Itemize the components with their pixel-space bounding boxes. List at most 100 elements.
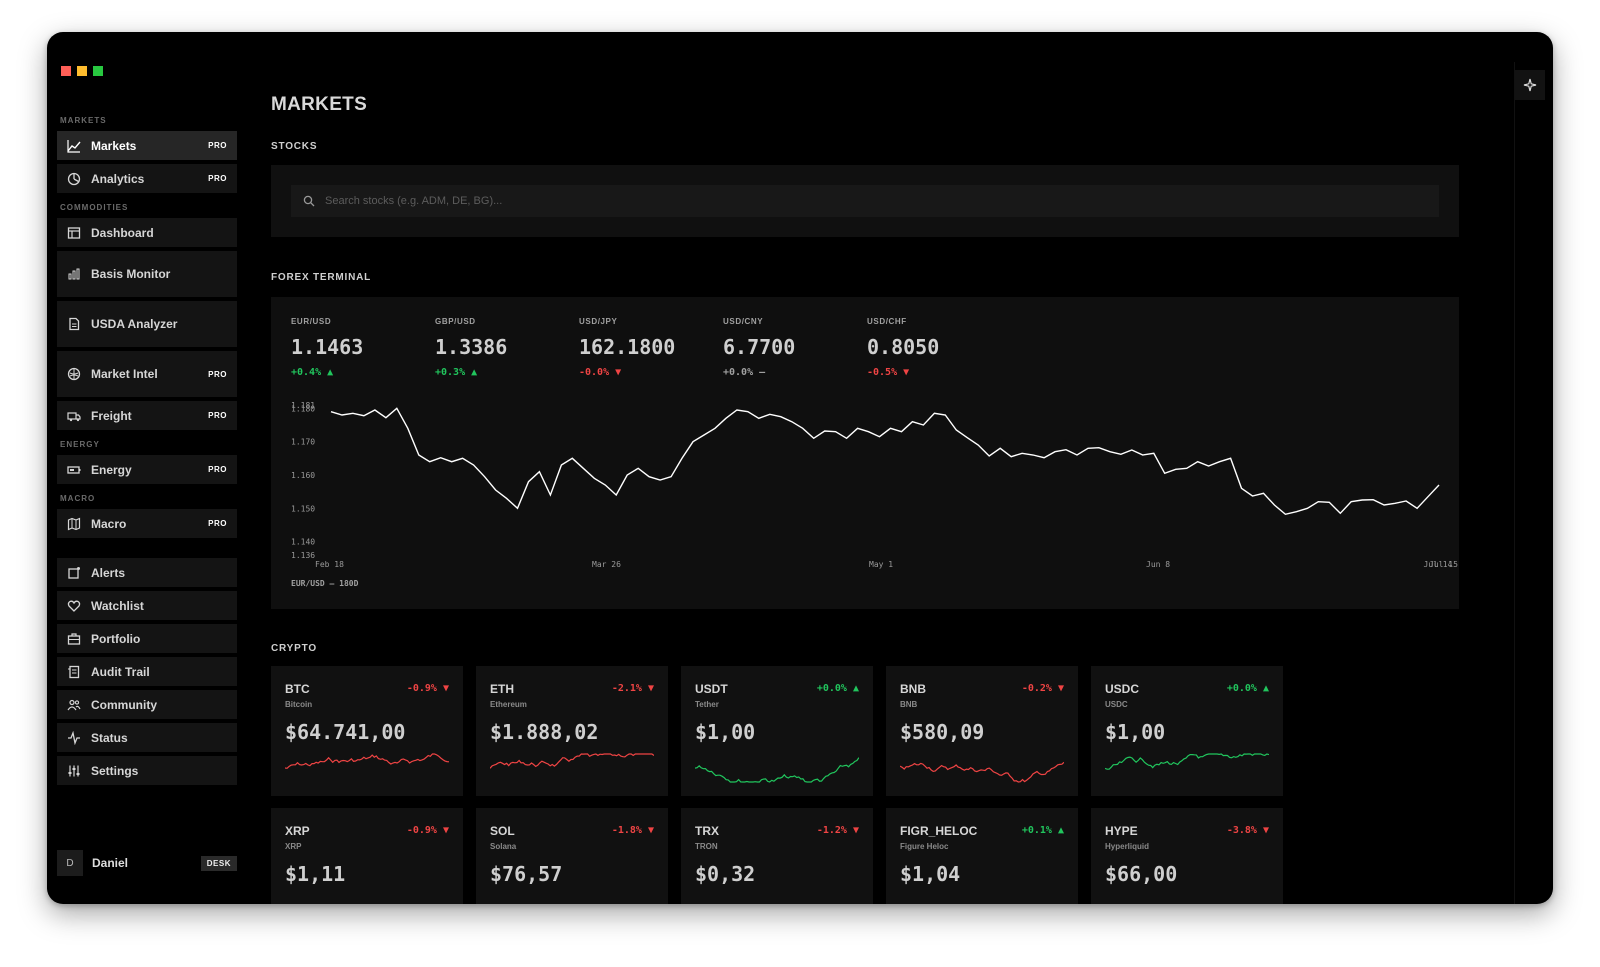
forex-rate: 1.1463 <box>291 335 364 359</box>
sidebar-item-markets[interactable]: Markets PRO <box>57 131 237 160</box>
crypto-change: +0.0% ▲ <box>1226 683 1269 694</box>
sidebar-item-market-intel[interactable]: Market Intel PRO <box>57 351 237 397</box>
stock-search-box[interactable] <box>291 185 1439 217</box>
ai-assistant-button[interactable] <box>1515 70 1545 100</box>
y-tick-label: 1.170 <box>291 438 315 447</box>
forex-quote-usd-cny[interactable]: USD/CNY 6.7700 +0.0% — <box>723 317 863 378</box>
forex-quote-gbp-usd[interactable]: GBP/USD 1.3386 +0.3% ▲ <box>435 317 575 378</box>
eurusd-series-line <box>330 407 1440 516</box>
sidebar-item-community[interactable]: Community <box>57 690 237 719</box>
sidebar-item-macro[interactable]: Macro PRO <box>57 509 237 538</box>
crypto-change: +0.1% ▲ <box>1021 825 1064 836</box>
sparkle-icon <box>1523 78 1537 92</box>
crypto-price: $76,57 <box>490 862 563 886</box>
crypto-symbol: ETH <box>490 682 514 696</box>
forex-panel: EUR/USD 1.1463 +0.4% ▲ GBP/USD 1.3386 +0… <box>271 297 1459 609</box>
sidebar-item-label: Alerts <box>91 565 126 580</box>
forex-rate: 6.7700 <box>723 335 796 359</box>
minimize-window-button[interactable] <box>77 66 87 76</box>
sidebar-item-energy[interactable]: Energy PRO <box>57 455 237 484</box>
crypto-symbol: USDC <box>1105 682 1140 696</box>
sidebar-item-basis-monitor[interactable]: Basis Monitor <box>57 251 237 297</box>
sidebar-item-analytics[interactable]: Analytics PRO <box>57 164 237 193</box>
sidebar-item-status[interactable]: Status <box>57 723 237 752</box>
crypto-change: -1.8% ▼ <box>611 825 654 836</box>
sidebar-item-audit-trail[interactable]: Audit Trail <box>57 657 237 686</box>
crypto-card-sol[interactable]: SOL Solana -1.8% ▼ $76,57 <box>476 808 668 904</box>
sparkline-path <box>695 757 859 783</box>
pro-badge: PRO <box>208 174 227 183</box>
crypto-price: $0,32 <box>695 862 756 886</box>
stock-search-input[interactable] <box>323 194 1227 208</box>
crypto-price: $1,04 <box>900 862 961 886</box>
sidebar-item-alerts[interactable]: Alerts <box>57 558 237 587</box>
crypto-change: -3.8% ▼ <box>1226 825 1269 836</box>
crypto-name: Ethereum <box>490 700 527 709</box>
crypto-sparkline <box>695 757 859 783</box>
avatar: D <box>57 850 83 876</box>
sparkline-path <box>900 761 1064 783</box>
y-tick-label: 1.160 <box>291 471 315 480</box>
forex-change: -0.5% ▼ <box>867 367 910 378</box>
sidebar-item-label: Settings <box>91 763 139 778</box>
brain-icon <box>67 367 81 381</box>
sparkline-path <box>285 753 449 769</box>
crypto-card-usdt[interactable]: USDT Tether +0.0% ▲ $1,00 <box>681 666 873 796</box>
sidebar-item-label: USDA Analyzer <box>91 317 178 331</box>
sidebar-item-portfolio[interactable]: Portfolio <box>57 624 237 653</box>
sidebar-item-label: Portfolio <box>91 631 141 646</box>
sidebar-item-usda-analyzer[interactable]: USDA Analyzer <box>57 301 237 347</box>
crypto-symbol: FIGR_HELOC <box>900 824 978 838</box>
crypto-change: -2.1% ▼ <box>611 683 654 694</box>
crypto-symbol: TRX <box>695 824 719 838</box>
forex-rate: 1.3386 <box>435 335 508 359</box>
crypto-card-xrp[interactable]: XRP XRP -0.9% ▼ $1,11 <box>271 808 463 904</box>
crypto-card-figr_heloc[interactable]: FIGR_HELOC Figure Heloc +0.1% ▲ $1,04 <box>886 808 1078 904</box>
y-tick-label: 1.136 <box>291 551 315 560</box>
crypto-card-trx[interactable]: TRX TRON -1.2% ▼ $0,32 <box>681 808 873 904</box>
crypto-sparkline <box>285 753 449 769</box>
crypto-change: -0.9% ▼ <box>406 683 449 694</box>
map-icon <box>67 517 81 531</box>
x-tick-label: May 1 <box>869 560 893 569</box>
crypto-card-hype[interactable]: HYPE Hyperliquid -3.8% ▼ $66,00 <box>1091 808 1283 904</box>
crypto-sparkline <box>490 753 654 769</box>
crypto-sparkline <box>900 761 1064 783</box>
forex-quote-eur-usd[interactable]: EUR/USD 1.1463 +0.4% ▲ <box>291 317 431 378</box>
crypto-change: -0.9% ▼ <box>406 825 449 836</box>
crypto-card-bnb[interactable]: BNB BNB -0.2% ▼ $580,09 <box>886 666 1078 796</box>
crypto-card-btc[interactable]: BTC Bitcoin -0.9% ▼ $64.741,00 <box>271 666 463 796</box>
forex-quote-usd-jpy[interactable]: USD/JPY 162.1800 -0.0% ▼ <box>579 317 719 378</box>
forex-change: -0.0% ▼ <box>579 367 622 378</box>
crypto-name: XRP <box>285 842 302 851</box>
crypto-price: $580,09 <box>900 720 985 744</box>
sidebar-item-label: Macro <box>91 516 127 531</box>
crypto-card-usdc[interactable]: USDC USDC +0.0% ▲ $1,00 <box>1091 666 1283 796</box>
crypto-price: $1,11 <box>285 862 346 886</box>
crypto-symbol: SOL <box>490 824 515 838</box>
user-profile[interactable]: D Daniel DESK <box>57 850 237 876</box>
bar-chart-icon <box>67 267 81 281</box>
panel-divider <box>1514 62 1515 904</box>
sidebar-item-freight[interactable]: Freight PRO <box>57 401 237 430</box>
sidebar-item-watchlist[interactable]: Watchlist <box>57 591 237 620</box>
crypto-name: Hyperliquid <box>1105 842 1150 851</box>
crypto-symbol: BTC <box>285 682 310 696</box>
crypto-card-eth[interactable]: ETH Ethereum -2.1% ▼ $1.888,02 <box>476 666 668 796</box>
close-window-button[interactable] <box>61 66 71 76</box>
sidebar-item-label: Audit Trail <box>91 664 150 679</box>
sidebar-item-label: Community <box>91 697 157 712</box>
forex-quote-usd-chf[interactable]: USD/CHF 0.8050 -0.5% ▼ <box>867 317 1007 378</box>
crypto-name: USDC <box>1105 700 1128 709</box>
main-content: MARKETS STOCKS FOREX TERMINAL EUR/USD 1.… <box>271 32 1461 904</box>
sparkline-path <box>1105 753 1269 770</box>
line-chart-icon <box>67 139 81 153</box>
user-name: Daniel <box>92 856 129 870</box>
sidebar-item-settings[interactable]: Settings <box>57 756 237 785</box>
layout-icon <box>67 226 81 240</box>
maximize-window-button[interactable] <box>93 66 103 76</box>
pro-badge: PRO <box>208 141 227 150</box>
truck-icon <box>67 409 81 423</box>
sidebar-item-dashboard[interactable]: Dashboard <box>57 218 237 247</box>
window-controls <box>61 66 103 76</box>
